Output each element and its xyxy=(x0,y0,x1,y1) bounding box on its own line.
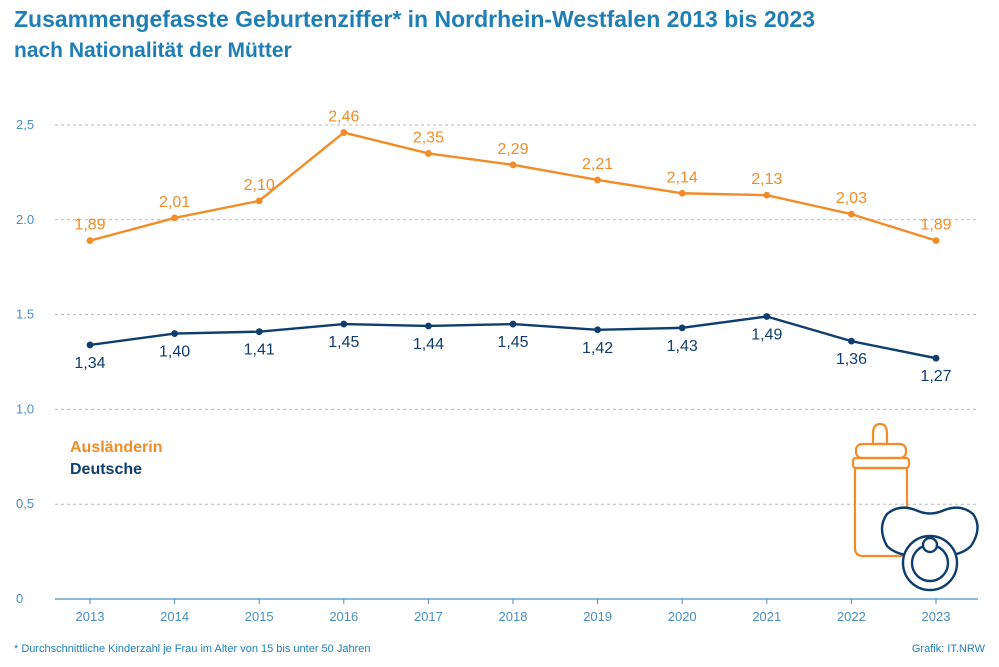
x-tick-label: 2017 xyxy=(414,609,443,624)
data-label: 1,49 xyxy=(751,326,782,343)
y-tick-label: 1,0 xyxy=(16,401,34,416)
data-point xyxy=(86,237,94,245)
data-label: 1,44 xyxy=(413,336,444,353)
data-label: 1,43 xyxy=(667,338,698,355)
data-point xyxy=(340,129,348,136)
data-point xyxy=(763,191,771,199)
data-label: 1,45 xyxy=(328,334,359,351)
data-label: 1,40 xyxy=(159,344,190,361)
legend-item: Deutsche xyxy=(70,461,142,478)
footnote: * Durchschnittliche Kinderzahl je Frau i… xyxy=(14,643,371,655)
data-point xyxy=(678,189,686,197)
x-tick-label: 2019 xyxy=(583,609,612,624)
icons-group xyxy=(851,422,979,592)
data-label: 2,46 xyxy=(328,109,359,126)
y-tick-label: 0 xyxy=(16,591,23,606)
chart-subtitle: nach Nationalität der Mütter xyxy=(14,39,292,62)
data-point xyxy=(255,328,263,336)
x-tick-label: 2018 xyxy=(499,609,528,624)
data-label: 2,10 xyxy=(244,177,275,194)
data-point xyxy=(171,214,179,222)
data-label: 1,89 xyxy=(74,217,105,234)
data-label: 2,01 xyxy=(159,194,190,211)
data-label: 1,42 xyxy=(582,340,613,357)
x-tick-label: 2022 xyxy=(837,609,866,624)
data-label: 1,89 xyxy=(920,217,951,234)
y-tick-label: 1.5 xyxy=(16,307,34,322)
data-point xyxy=(932,237,940,245)
data-label: 2,14 xyxy=(667,169,698,186)
data-label: 2,35 xyxy=(413,129,444,146)
data-label: 1,41 xyxy=(244,342,275,359)
data-point xyxy=(509,320,517,328)
x-tick-label: 2021 xyxy=(752,609,781,624)
data-point xyxy=(594,176,601,184)
data-point xyxy=(340,320,348,328)
grid-layer: 0 0,5 1,0 1.5 2.0 2,5 2013 2014 2015 2016 2017 2018… xyxy=(16,117,978,624)
data-label: 2,29 xyxy=(497,141,528,158)
x-tick-label: 2020 xyxy=(668,609,697,624)
legend: Ausländerin Deutsche xyxy=(70,439,162,478)
series-layer: 1,89 2,01 2,10 2,46 2,35 2,29 2,21 2,14 2,13 2,03… xyxy=(74,109,951,386)
y-tick-label: 2.0 xyxy=(16,212,34,227)
data-label: 1,34 xyxy=(74,355,105,372)
x-tick-label: 2014 xyxy=(160,609,189,624)
pacifier-icon xyxy=(880,506,979,592)
data-point xyxy=(86,341,94,349)
data-point xyxy=(171,330,179,337)
y-tick-label: 2,5 xyxy=(16,117,34,132)
x-tick-label: 2023 xyxy=(922,609,951,624)
data-label: 1,27 xyxy=(920,368,951,385)
x-tick-label: 2016 xyxy=(329,609,358,624)
source-credit: Grafik: IT.NRW xyxy=(911,643,985,655)
data-label: 2,03 xyxy=(836,190,867,207)
data-point xyxy=(678,324,686,332)
data-point xyxy=(594,326,601,334)
data-point xyxy=(425,150,432,157)
data-point xyxy=(509,161,517,169)
data-label: 1,45 xyxy=(497,334,528,351)
data-point xyxy=(255,197,263,205)
y-tick-label: 0,5 xyxy=(16,496,34,511)
data-point xyxy=(848,337,855,345)
chart-title: Zusammengefasste Geburtenziffer* in Nord… xyxy=(14,6,815,32)
x-tick-label: 2015 xyxy=(245,609,274,624)
data-label: 1,36 xyxy=(836,351,867,368)
data-label: 2,13 xyxy=(751,171,782,188)
legend-item: Ausländerin xyxy=(70,439,162,456)
x-tick-label: 2013 xyxy=(76,609,105,624)
data-point xyxy=(763,313,771,320)
data-point xyxy=(425,322,432,330)
data-point xyxy=(848,210,855,218)
data-label: 2,21 xyxy=(582,156,613,173)
line-chart: 0 0,5 1,0 1.5 2.0 2,5 2013 2014 2015 2016 2017 2018… xyxy=(16,109,979,624)
data-point xyxy=(932,354,940,362)
